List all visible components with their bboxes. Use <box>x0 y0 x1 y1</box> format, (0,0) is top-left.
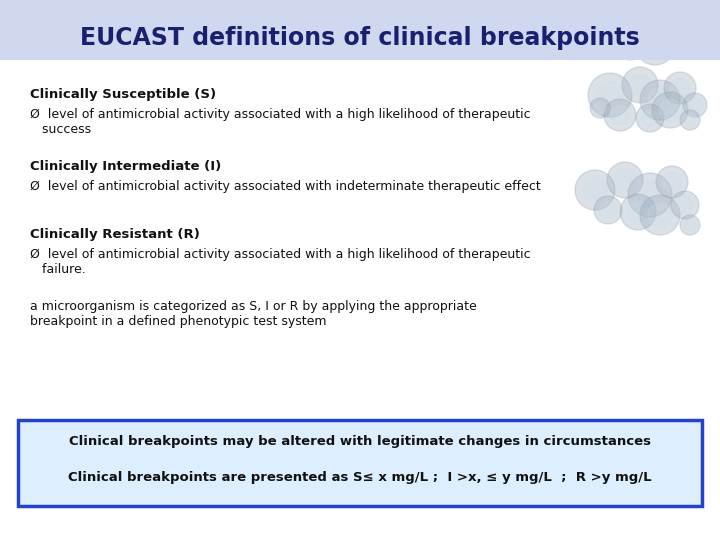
Circle shape <box>656 166 688 198</box>
Circle shape <box>592 32 608 49</box>
Circle shape <box>577 5 603 31</box>
Circle shape <box>568 23 592 47</box>
Circle shape <box>640 195 680 235</box>
Circle shape <box>658 23 682 47</box>
Circle shape <box>674 14 686 26</box>
Circle shape <box>575 170 615 210</box>
FancyBboxPatch shape <box>18 420 702 506</box>
Circle shape <box>643 33 667 57</box>
Circle shape <box>662 172 682 192</box>
Circle shape <box>640 80 680 120</box>
Circle shape <box>663 28 678 42</box>
Circle shape <box>627 201 649 223</box>
Text: a microorganism is categorized as S, I or R by applying the appropriate
breakpoi: a microorganism is categorized as S, I o… <box>30 300 477 328</box>
Circle shape <box>670 78 690 98</box>
Circle shape <box>677 197 693 213</box>
Circle shape <box>586 26 614 54</box>
Circle shape <box>651 0 679 26</box>
Circle shape <box>604 99 636 131</box>
Circle shape <box>673 33 697 57</box>
Circle shape <box>604 22 616 34</box>
Circle shape <box>600 201 616 218</box>
Text: Clinical breakpoints may be altered with legitimate changes in circumstances: Clinical breakpoints may be altered with… <box>69 435 651 449</box>
Circle shape <box>680 110 700 130</box>
Circle shape <box>604 0 636 24</box>
Circle shape <box>664 72 696 104</box>
Circle shape <box>590 98 610 118</box>
Circle shape <box>683 93 707 117</box>
Circle shape <box>634 14 656 36</box>
FancyBboxPatch shape <box>0 0 720 60</box>
Circle shape <box>652 92 688 128</box>
Text: Clinically Susceptible (S): Clinically Susceptible (S) <box>30 88 216 101</box>
Circle shape <box>620 194 656 230</box>
Circle shape <box>636 104 664 132</box>
Circle shape <box>635 25 675 65</box>
Circle shape <box>552 20 568 36</box>
Circle shape <box>564 4 576 16</box>
Text: EUCAST definitions of clinical breakpoints: EUCAST definitions of clinical breakpoin… <box>80 26 640 50</box>
Circle shape <box>594 102 606 114</box>
Text: Ø  level of antimicrobial activity associated with a high likelihood of therapeu: Ø level of antimicrobial activity associ… <box>30 108 531 136</box>
Circle shape <box>611 0 629 18</box>
Circle shape <box>690 25 700 35</box>
Circle shape <box>611 105 629 125</box>
Circle shape <box>588 73 632 117</box>
Circle shape <box>642 110 658 126</box>
Circle shape <box>573 28 588 42</box>
Text: Clinically Resistant (R): Clinically Resistant (R) <box>30 228 200 241</box>
Text: Clinically Intermediate (I): Clinically Intermediate (I) <box>30 160 221 173</box>
Circle shape <box>648 203 672 227</box>
Circle shape <box>619 31 641 53</box>
Circle shape <box>560 0 580 20</box>
Circle shape <box>688 98 702 112</box>
Text: Ø  level of antimicrobial activity associated with a high likelihood of therapeu: Ø level of antimicrobial activity associ… <box>30 248 531 276</box>
Circle shape <box>614 169 636 191</box>
Circle shape <box>684 219 696 231</box>
Circle shape <box>622 67 658 103</box>
Text: Clinical breakpoints are presented as S≤ x mg/L ;  I >x, ≤ y mg/L  ;  R >y mg/L: Clinical breakpoints are presented as S≤… <box>68 471 652 484</box>
Circle shape <box>627 7 663 43</box>
Circle shape <box>636 182 663 208</box>
Circle shape <box>671 191 699 219</box>
Circle shape <box>555 23 564 33</box>
Circle shape <box>583 178 607 202</box>
Circle shape <box>678 38 692 52</box>
Circle shape <box>607 162 643 198</box>
Circle shape <box>600 18 620 38</box>
Circle shape <box>660 99 681 121</box>
Circle shape <box>628 173 672 217</box>
Circle shape <box>629 74 651 96</box>
Circle shape <box>687 22 703 38</box>
Text: Ø  level of antimicrobial activity associated with indeterminate therapeutic eff: Ø level of antimicrobial activity associ… <box>30 180 541 193</box>
Circle shape <box>684 114 696 126</box>
Circle shape <box>670 10 690 30</box>
Circle shape <box>597 82 624 108</box>
Circle shape <box>648 88 672 112</box>
Circle shape <box>657 4 673 21</box>
Circle shape <box>594 196 622 224</box>
Circle shape <box>568 0 612 40</box>
Circle shape <box>612 24 648 60</box>
Circle shape <box>680 215 700 235</box>
